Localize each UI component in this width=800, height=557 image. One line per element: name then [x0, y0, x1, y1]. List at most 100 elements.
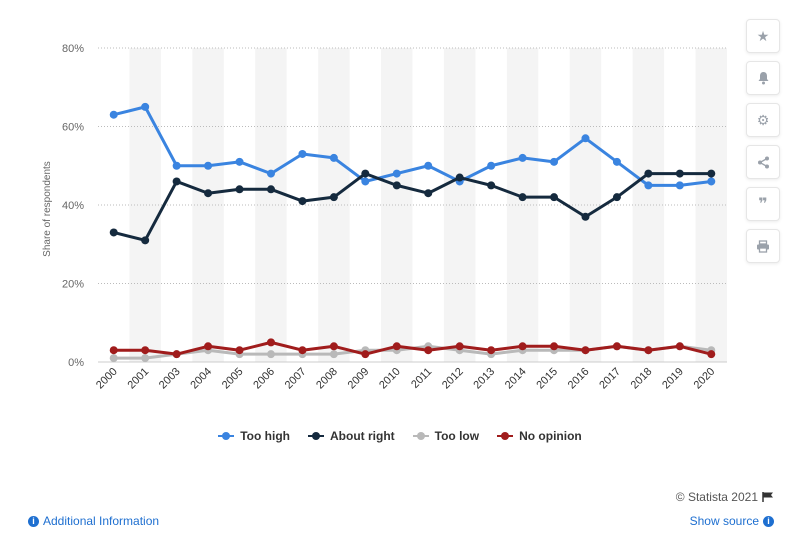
point-no-opinion-2018[interactable] — [644, 346, 653, 355]
point-about-right-2001[interactable] — [141, 236, 150, 245]
cite-button[interactable]: ❞ — [746, 187, 780, 221]
point-about-right-2018[interactable] — [644, 169, 653, 178]
point-about-right-2003[interactable] — [172, 177, 181, 186]
x-tick-label: 2009 — [346, 366, 372, 392]
point-too-low-2006[interactable] — [266, 350, 275, 359]
point-about-right-2012[interactable] — [455, 173, 464, 182]
legend-item-no-opinion[interactable]: No opinion — [497, 429, 582, 443]
x-tick-label: 2014 — [503, 366, 529, 392]
point-too-high-2011[interactable] — [424, 161, 433, 170]
point-about-right-2019[interactable] — [675, 169, 684, 178]
point-about-right-2010[interactable] — [392, 181, 401, 190]
point-no-opinion-2019[interactable] — [675, 342, 684, 351]
point-about-right-2015[interactable] — [550, 193, 559, 202]
show-source-link[interactable]: Show source i — [690, 514, 774, 528]
point-no-opinion-2020[interactable] — [707, 350, 716, 359]
point-no-opinion-2000[interactable] — [109, 346, 118, 355]
share-button[interactable] — [746, 145, 780, 179]
point-no-opinion-2013[interactable] — [487, 346, 496, 355]
point-about-right-2017[interactable] — [612, 193, 621, 202]
point-too-low-2001[interactable] — [141, 354, 150, 363]
point-too-high-2017[interactable] — [612, 157, 621, 166]
point-no-opinion-2008[interactable] — [329, 342, 338, 351]
legend-swatch — [412, 432, 429, 440]
y-tick-label: 40% — [62, 200, 84, 212]
point-no-opinion-2016[interactable] — [581, 346, 590, 355]
point-no-opinion-2009[interactable] — [361, 350, 370, 359]
point-too-high-2008[interactable] — [329, 153, 338, 162]
point-too-high-2015[interactable] — [550, 157, 559, 166]
point-too-low-2000[interactable] — [109, 354, 118, 363]
point-too-high-2003[interactable] — [172, 161, 181, 170]
point-too-high-2018[interactable] — [644, 181, 653, 190]
info-icon: i — [763, 515, 774, 527]
point-no-opinion-2011[interactable] — [424, 346, 433, 355]
point-too-high-2009[interactable] — [361, 177, 370, 186]
y-tick-label: 80% — [62, 43, 84, 55]
point-no-opinion-2005[interactable] — [235, 346, 244, 355]
point-no-opinion-2014[interactable] — [518, 342, 527, 351]
notification-button[interactable] — [746, 61, 780, 95]
point-about-right-2008[interactable] — [329, 193, 338, 202]
additional-information-link[interactable]: i Additional Information — [28, 514, 159, 528]
point-too-high-2013[interactable] — [487, 161, 496, 170]
point-about-right-2006[interactable] — [266, 185, 275, 194]
favorite-button[interactable]: ★ — [746, 19, 780, 53]
y-tick-label: 0% — [68, 357, 84, 369]
point-no-opinion-2015[interactable] — [550, 342, 559, 351]
point-about-right-2007[interactable] — [298, 197, 307, 206]
line-chart: 0%20%40%60%80% 2000 2001 2003 2004 2005 2006 2… — [42, 43, 727, 392]
point-about-right-2000[interactable] — [109, 228, 118, 237]
point-no-opinion-2017[interactable] — [612, 342, 621, 351]
point-too-high-2006[interactable] — [266, 169, 275, 178]
point-too-high-2005[interactable] — [235, 157, 244, 166]
point-about-right-2014[interactable] — [518, 193, 527, 202]
point-about-right-2016[interactable] — [581, 212, 590, 221]
share-icon — [757, 156, 769, 168]
point-too-high-2004[interactable] — [204, 161, 213, 170]
x-tick-label: 2019 — [660, 366, 686, 392]
x-tick-label: 2010 — [377, 366, 403, 392]
point-about-right-2020[interactable] — [707, 169, 716, 178]
point-too-high-2014[interactable] — [518, 153, 527, 162]
point-about-right-2013[interactable] — [487, 181, 496, 190]
point-no-opinion-2004[interactable] — [204, 342, 213, 351]
point-too-high-2000[interactable] — [109, 110, 118, 119]
point-no-opinion-2006[interactable] — [266, 338, 275, 347]
legend-label: About right — [330, 429, 395, 443]
point-too-high-2007[interactable] — [298, 149, 307, 158]
x-tick-label: 2001 — [125, 366, 151, 392]
chart-legend: Too high About right Too low No opinion — [0, 429, 800, 443]
band-2018 — [632, 48, 665, 362]
point-no-opinion-2010[interactable] — [392, 342, 401, 351]
legend-item-too-high[interactable]: Too high — [218, 429, 290, 443]
show-source-label: Show source — [689, 514, 759, 528]
settings-button[interactable]: ⚙ — [746, 103, 780, 137]
statista-credit[interactable]: © Statista 2021 — [676, 490, 774, 504]
point-too-low-2008[interactable] — [329, 350, 338, 359]
print-button[interactable] — [746, 229, 780, 263]
x-tick-label: 2020 — [692, 366, 718, 392]
credit-text: © Statista 2021 — [675, 490, 758, 504]
point-no-opinion-2003[interactable] — [172, 350, 181, 359]
legend-item-about-right[interactable]: About right — [308, 429, 395, 443]
point-too-high-2019[interactable] — [675, 181, 684, 190]
point-about-right-2009[interactable] — [361, 169, 370, 178]
x-axis-ticks: 2000 2001 2003 2004 2005 2006 2007 2008 2009 2010… — [94, 366, 717, 392]
point-about-right-2005[interactable] — [235, 185, 244, 194]
point-no-opinion-2012[interactable] — [455, 342, 464, 351]
x-tick-label: 2008 — [314, 366, 340, 392]
point-too-high-2001[interactable] — [141, 102, 150, 111]
point-too-high-2020[interactable] — [707, 177, 716, 186]
point-about-right-2011[interactable] — [424, 189, 433, 198]
x-tick-label: 2013 — [471, 366, 497, 392]
point-no-opinion-2007[interactable] — [298, 346, 307, 355]
point-too-high-2016[interactable] — [581, 134, 590, 143]
series-about-right — [109, 169, 716, 245]
point-about-right-2004[interactable] — [204, 189, 213, 198]
legend-label: No opinion — [519, 429, 582, 443]
point-too-high-2010[interactable] — [392, 169, 401, 178]
point-no-opinion-2001[interactable] — [141, 346, 150, 355]
legend-item-too-low[interactable]: Too low — [412, 429, 479, 443]
